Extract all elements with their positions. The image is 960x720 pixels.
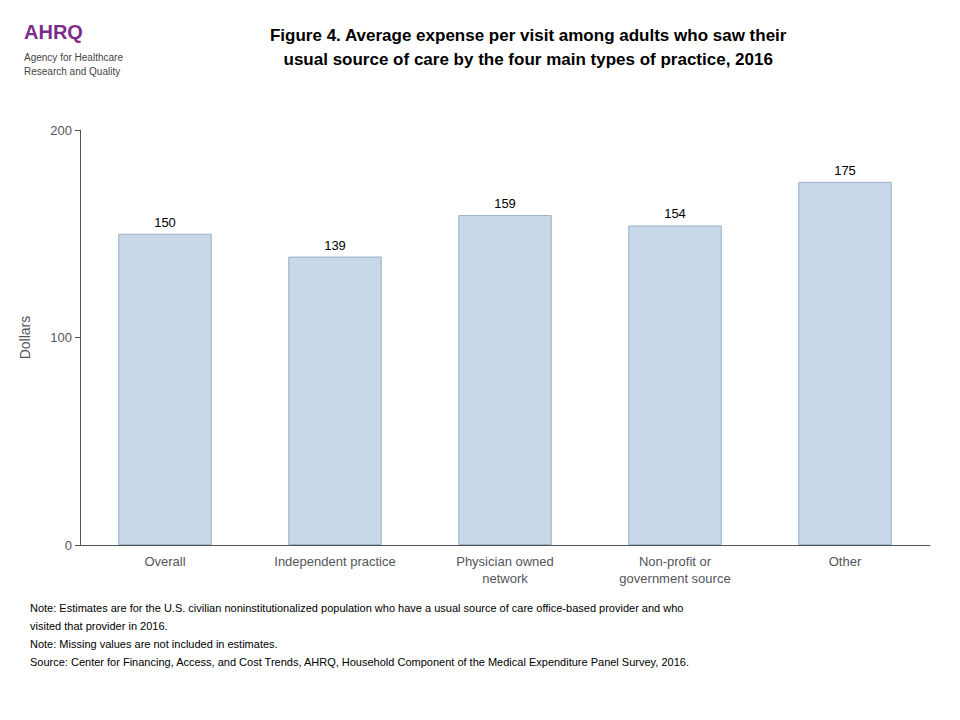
svg-text:AHRQ: AHRQ (24, 21, 83, 43)
svg-text:Dollars: Dollars (17, 316, 33, 360)
svg-text:Note: Estimates are for the U.: Note: Estimates are for the U.S. civilia… (30, 602, 683, 614)
svg-text:Note: Missing values are not i: Note: Missing values are not included in… (30, 638, 278, 650)
svg-text:Non-profit or: Non-profit or (639, 554, 712, 569)
svg-text:100: 100 (50, 330, 72, 345)
svg-text:Figure 4. Average expense per: Figure 4. Average expense per visit amon… (270, 26, 787, 45)
svg-text:network: network (482, 571, 528, 586)
svg-text:175: 175 (834, 163, 856, 178)
svg-text:139: 139 (324, 238, 346, 253)
svg-text:Overall: Overall (144, 554, 185, 569)
svg-text:Physician owned: Physician owned (456, 554, 554, 569)
svg-text:159: 159 (494, 196, 516, 211)
svg-text:150: 150 (154, 215, 176, 230)
svg-text:visited that provider in 2016.: visited that provider in 2016. (30, 620, 168, 632)
svg-text:government source: government source (619, 571, 730, 586)
svg-text:usual source of care by the fo: usual source of care by the four main ty… (284, 50, 773, 69)
svg-text:Agency for Healthcare: Agency for Healthcare (24, 52, 123, 63)
svg-text:Other: Other (829, 554, 862, 569)
svg-text:154: 154 (664, 206, 686, 221)
svg-text:200: 200 (50, 123, 72, 138)
svg-text:Source: Center for Financing,: Source: Center for Financing, Access, an… (30, 656, 689, 668)
svg-text:Research and Quality: Research and Quality (24, 66, 120, 77)
svg-text:Independent practice: Independent practice (274, 554, 395, 569)
svg-text:0: 0 (65, 538, 72, 553)
